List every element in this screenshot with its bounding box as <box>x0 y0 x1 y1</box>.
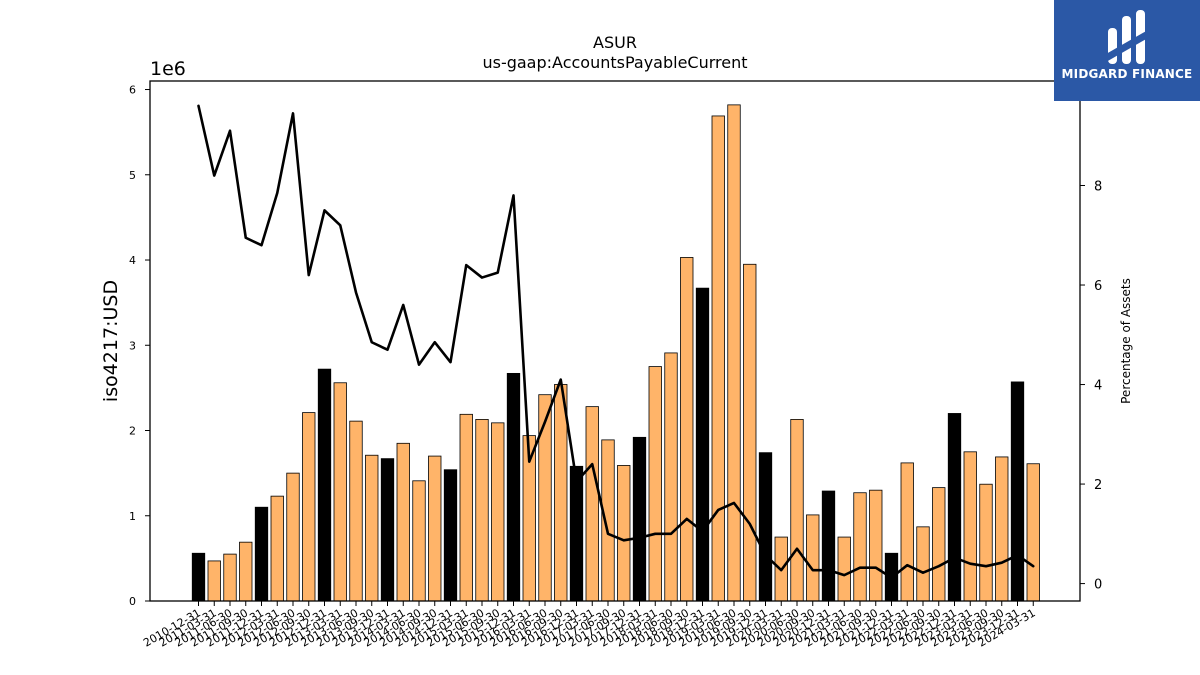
y-tick-label: 1 <box>129 510 136 523</box>
bar <box>412 480 426 602</box>
chart-title: ASUR <box>593 33 637 52</box>
bar <box>365 454 379 602</box>
bar <box>727 104 741 602</box>
midgard-logo-icon <box>1106 10 1148 64</box>
bar <box>380 458 395 602</box>
bar <box>459 413 473 602</box>
bar <box>428 455 442 602</box>
bar <box>869 489 883 602</box>
bar <box>916 526 930 602</box>
bar <box>900 462 914 602</box>
y2-tick-label: 0 <box>1094 578 1102 593</box>
y2-tick-label: 2 <box>1094 478 1102 493</box>
y-tick-label: 6 <box>129 84 136 97</box>
bar <box>475 419 489 602</box>
bar <box>790 419 804 602</box>
bar <box>317 368 332 602</box>
percentage-line <box>197 104 1035 579</box>
y2-axis-label: Percentage of Assets <box>1119 278 1133 404</box>
bar <box>664 352 678 602</box>
bar <box>853 492 867 602</box>
bar <box>191 552 206 602</box>
y2-tick-label: 4 <box>1094 379 1102 394</box>
y-tick-label: 3 <box>129 339 136 352</box>
bar <box>995 456 1009 602</box>
logo-text: MIDGARD FINANCE <box>1061 67 1193 81</box>
bar <box>601 439 615 602</box>
bar <box>270 495 284 602</box>
y-tick-label: 2 <box>129 425 136 438</box>
bar <box>585 406 599 602</box>
y2-tick-label: 6 <box>1094 279 1102 294</box>
bar <box>680 257 694 602</box>
bar <box>648 366 662 602</box>
y-axis-label: iso4217:USD <box>100 280 122 402</box>
bar <box>963 451 977 602</box>
bar <box>207 560 221 602</box>
bar <box>396 442 410 602</box>
bar <box>554 384 568 602</box>
bar <box>491 422 505 602</box>
chart-subtitle: us-gaap:AccountsPayableCurrent <box>482 53 747 72</box>
y-tick-label: 5 <box>129 169 136 182</box>
bar <box>821 490 836 602</box>
bar <box>1010 381 1025 602</box>
midgard-finance-logo: MIDGARD FINANCE <box>1054 0 1200 101</box>
bar <box>223 553 237 602</box>
bar <box>617 465 631 602</box>
bar <box>443 469 458 602</box>
bar <box>979 483 993 602</box>
bar <box>569 465 584 602</box>
bar <box>743 263 757 602</box>
bar <box>333 382 347 602</box>
y2-tick-label: 8 <box>1094 179 1102 194</box>
bar <box>947 413 962 602</box>
bar <box>349 420 363 602</box>
y-tick-label: 0 <box>129 595 136 608</box>
plot-frame <box>149 80 1081 602</box>
y-tick-label: 4 <box>129 254 136 267</box>
bar <box>758 452 773 602</box>
bar <box>632 436 647 602</box>
bar <box>506 372 521 602</box>
bar <box>254 506 269 602</box>
bar <box>538 394 552 602</box>
bar <box>806 514 820 602</box>
bar <box>932 487 946 602</box>
bar <box>711 115 725 602</box>
bar <box>837 536 851 602</box>
bar <box>1026 463 1040 602</box>
bar <box>239 541 253 602</box>
bar <box>286 472 300 602</box>
bar <box>695 287 710 602</box>
bar <box>302 412 316 602</box>
y-multiplier-label: 1e6 <box>150 58 186 80</box>
